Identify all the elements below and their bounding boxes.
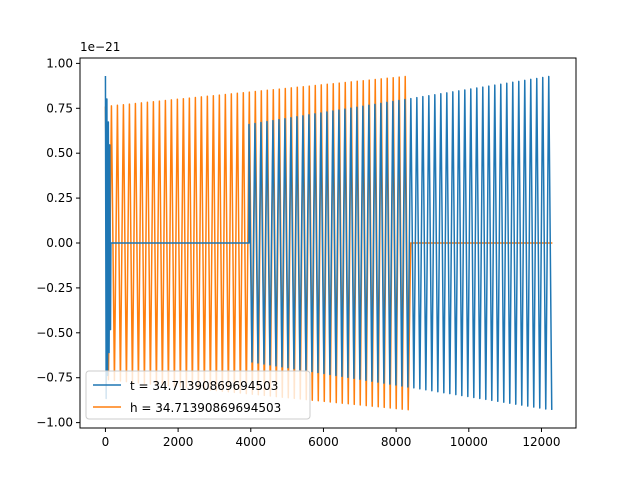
x-tick-label: 6000 — [308, 435, 339, 449]
y-tick-label: 0.50 — [46, 146, 73, 160]
legend: t = 34.71390869694503 h = 34.71390869694… — [85, 370, 311, 420]
y-tick-label: 0.75 — [46, 101, 73, 115]
legend-box — [85, 370, 311, 420]
y-tick-label: −0.75 — [36, 371, 73, 385]
y-tick-label: −0.50 — [36, 326, 73, 340]
x-tick-label: 10000 — [450, 435, 488, 449]
series-line-t — [104, 75, 553, 410]
legend-label-t: t = 34.71390869694503 — [130, 379, 278, 393]
y-offset-label: 1e−21 — [80, 40, 120, 54]
y-tick-label: 1.00 — [46, 56, 73, 70]
x-tick-label: 0 — [102, 435, 110, 449]
y-tick-label: −1.00 — [36, 416, 73, 430]
x-tick-label: 8000 — [381, 435, 412, 449]
x-tick-label: 2000 — [163, 435, 194, 449]
x-tick-label: 4000 — [236, 435, 267, 449]
legend-label-h: h = 34.71390869694503 — [130, 401, 281, 415]
y-tick-label: 0.00 — [46, 236, 73, 250]
y-tick-label: 0.25 — [46, 191, 73, 205]
series-layer — [104, 75, 553, 411]
y-tick-label: −0.25 — [36, 281, 73, 295]
x-tick-label: 12000 — [522, 435, 560, 449]
x-axis: 0 2000 4000 6000 8000 10000 12000 — [102, 428, 561, 449]
y-axis: 1.00 0.75 0.50 0.25 0.00 −0.25 −0.50 −0.75 −1.00 — [36, 56, 80, 430]
